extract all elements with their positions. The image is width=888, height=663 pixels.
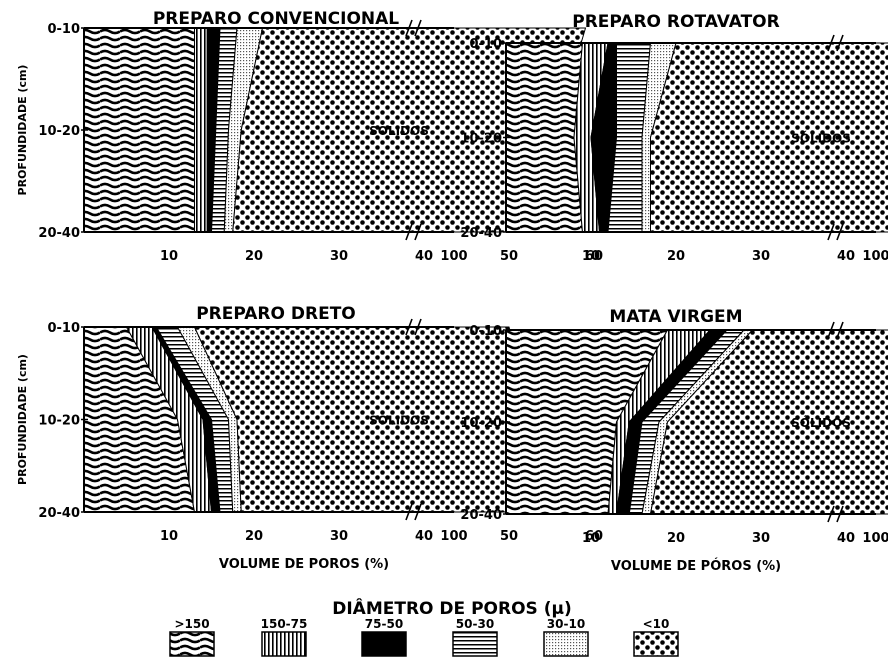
x-tick-label: 10 (160, 529, 178, 544)
depth-tick-label: 20-40 (38, 506, 80, 521)
depth-tick-label: 0-10 (47, 22, 80, 37)
band-gt150 (83, 27, 195, 233)
axis-break-mark (827, 34, 844, 52)
x-tick-label: 30 (330, 249, 348, 264)
panel-title: PREPARO ROTAVATOR (572, 12, 779, 32)
legend-item: <10 (633, 617, 679, 657)
x-tick-label: 10 (160, 249, 178, 264)
axis-break-mark (827, 321, 844, 339)
x-axis-label: VOLUME DE POROS (%) (219, 557, 389, 572)
legend-item: >150 (169, 617, 215, 657)
chart-panel-3: 0-10 10-20 20-40 10 20 30 40 50 60 100 PREPARO DRE… (16, 304, 603, 572)
x-tick-label: 50 (500, 529, 518, 544)
x-tick-label: 100 (440, 249, 467, 264)
legend-title: DIÂMETRO DE POROS (μ) (332, 597, 572, 619)
depth-tick-label: 10-20 (460, 132, 502, 147)
x-tick-label: 40 (837, 531, 855, 546)
band-150-75 (194, 27, 208, 233)
x-tick-label: 100 (862, 531, 888, 546)
axis-break-mark (405, 223, 422, 241)
depth-tick-label: 0-10 (469, 324, 502, 339)
depth-tick-label: 20-40 (38, 226, 80, 241)
axis-break-mark (827, 223, 844, 241)
legend-label: 75-50 (365, 617, 403, 631)
legend-swatch (543, 631, 589, 657)
depth-tick-label: 10-20 (460, 416, 502, 431)
legend-item: 75-50 (361, 617, 407, 657)
panel-title: MATA VIRGEM (609, 307, 742, 327)
axis-break-mark (405, 318, 422, 336)
legend-swatch (261, 631, 307, 657)
legend-item: 150-75 (261, 617, 308, 657)
solids-label: SÓLIDOS (791, 131, 851, 146)
x-tick-label: 100 (862, 249, 888, 264)
legend-swatch (361, 631, 407, 657)
x-tick-label: 40 (415, 529, 433, 544)
axis-break-mark (405, 19, 422, 37)
legend-label: >150 (174, 617, 209, 631)
x-tick-label: 10 (582, 249, 600, 264)
x-tick-label: 30 (752, 249, 770, 264)
legend-swatch (169, 631, 215, 657)
band-lt10 (650, 42, 888, 233)
depth-tick-label: 10-20 (38, 414, 80, 429)
legend-label: 150-75 (261, 617, 308, 631)
chart-panel-4: 0-10 10-20 20-40 10 20 30 40 50 60 100 MATA VIRGEM… (460, 307, 888, 574)
x-tick-label: 50 (500, 249, 518, 264)
legend-item: 30-10 (543, 617, 589, 657)
band-gt150 (505, 42, 584, 233)
panel-title: PREPARO DRETO (196, 304, 356, 324)
x-tick-label: 100 (440, 529, 467, 544)
depth-tick-label: 20-40 (460, 508, 502, 523)
band-lt10 (649, 329, 888, 515)
x-tick-label: 40 (415, 249, 433, 264)
x-tick-label: 60 (585, 529, 603, 544)
legend-swatch (452, 631, 498, 657)
x-tick-label: 60 (585, 249, 603, 264)
solids-label: SÓLIDOS (369, 123, 429, 138)
legend-label: 50-30 (456, 617, 494, 631)
x-tick-label: 20 (245, 249, 263, 264)
x-tick-label: 40 (837, 249, 855, 264)
depth-tick-label: 0-10 (469, 37, 502, 52)
legend-item: 50-30 (452, 617, 498, 657)
axis-break-mark (405, 503, 422, 521)
legend-label: 30-10 (547, 617, 585, 631)
x-tick-label: 10 (582, 531, 600, 546)
x-tick-label: 20 (667, 531, 685, 546)
panel-title: PREPARO CONVENCIONAL (153, 9, 399, 29)
x-tick-label: 20 (245, 529, 263, 544)
axis-break-mark (827, 505, 844, 523)
x-axis-label: VOLUME DE PÓROS (%) (611, 558, 781, 574)
x-tick-label: 30 (752, 531, 770, 546)
legend-label: <10 (643, 617, 670, 631)
legend-swatch (633, 631, 679, 657)
chart-panel-2: 0-10 10-20 20-40 10 20 30 40 50 60 100 PREPARO ROT… (460, 12, 888, 264)
solids-label: SÓLIDOS (791, 415, 851, 430)
y-axis-label: PROFUNDIDADE (cm) (16, 354, 29, 485)
depth-tick-label: 20-40 (460, 226, 502, 241)
x-tick-label: 20 (667, 249, 685, 264)
y-axis-label: PROFUNDIDADE (cm) (16, 65, 29, 196)
depth-tick-label: 10-20 (38, 124, 80, 139)
depth-tick-label: 0-10 (47, 321, 80, 336)
legend: DIÂMETRO DE POROS (μ) >150 150-75 75-50 50-3… (169, 597, 679, 657)
x-tick-label: 30 (330, 529, 348, 544)
solids-label: SÓLIDOS (369, 413, 429, 428)
